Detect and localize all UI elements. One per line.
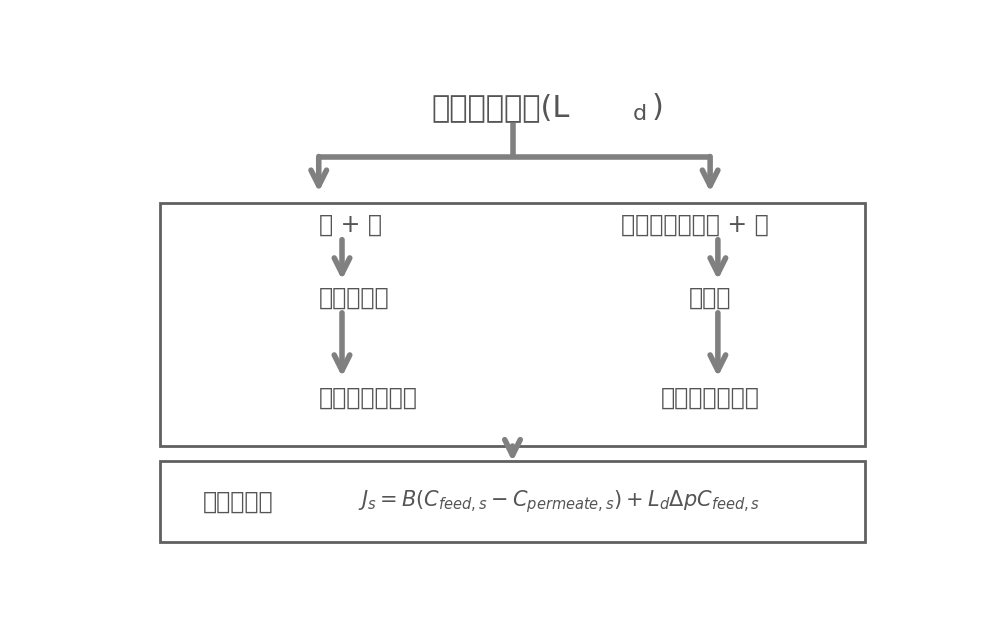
Text: ): ) <box>652 93 664 122</box>
Text: $J_s = B(C_{feed,s} - C_{permeate,s}) + L_d \Delta p C_{feed,s}$: $J_s = B(C_{feed,s} - C_{permeate,s}) + … <box>358 488 760 515</box>
Text: 评估公式：: 评估公式： <box>202 489 273 514</box>
Text: 对流扩散系数(L: 对流扩散系数(L <box>432 93 570 122</box>
Text: 多孔膜: 多孔膜 <box>689 285 731 310</box>
Text: 高分子聚电解质 + 水: 高分子聚电解质 + 水 <box>621 212 768 236</box>
Text: 评估多孔膜缺陷: 评估多孔膜缺陷 <box>661 386 760 409</box>
Text: 评估脱盐膜缺陷: 评估脱盐膜缺陷 <box>319 386 418 409</box>
Bar <box>160 461 865 542</box>
Text: 盐 + 水: 盐 + 水 <box>319 212 382 236</box>
Bar <box>160 203 865 446</box>
Text: 脱盐致密膜: 脱盐致密膜 <box>319 285 389 310</box>
Text: d: d <box>633 104 647 124</box>
